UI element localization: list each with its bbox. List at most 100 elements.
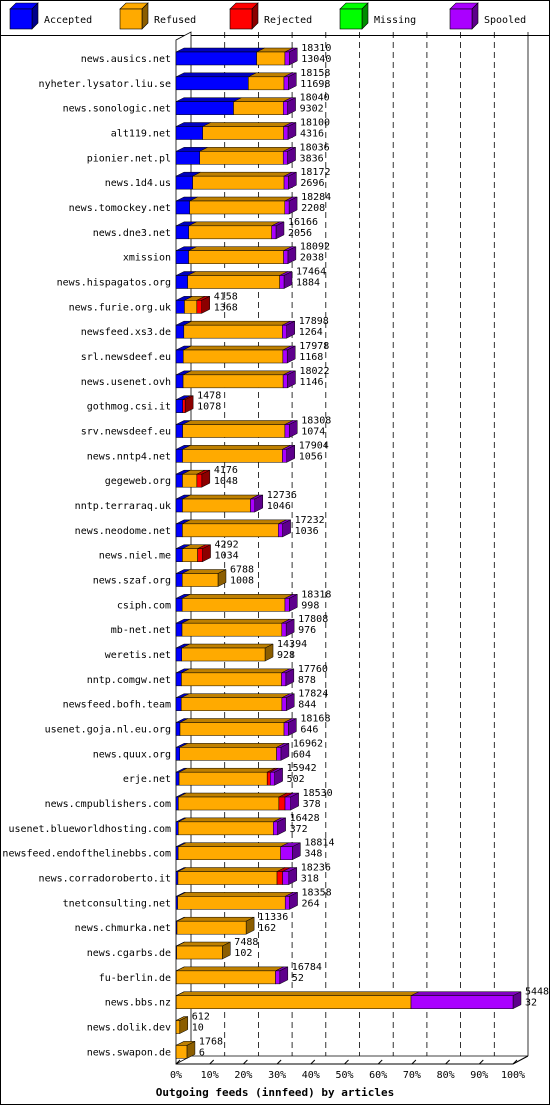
bar-segment-refused (177, 896, 286, 910)
bar-segment-spooled (280, 846, 293, 860)
bar-segment-accepted (175, 126, 203, 140)
bar-top-refused (178, 817, 282, 823)
bar-segment-refused (256, 51, 286, 66)
bar-segment-refused (182, 498, 251, 513)
x-axis: 0% 10% 20% 30% 40% 50% 60% 70% 80% 90% 100% (170, 1059, 525, 1081)
host-label: gegeweb.org (105, 476, 171, 487)
accepted-label: 52 (292, 973, 304, 984)
bar-segment-spooled (283, 76, 289, 91)
total-label: 18236 (301, 863, 331, 874)
bar-segment-accepted (175, 771, 180, 786)
accepted-label: 13040 (301, 54, 331, 65)
bar-segment-refused (199, 151, 284, 165)
bar-top-refused (177, 867, 286, 872)
bar-segment-spooled (284, 51, 290, 66)
bar-segment-refused (189, 200, 286, 215)
bar-top-accepted (175, 97, 242, 102)
bar-segment-spooled (277, 523, 283, 538)
bar-top-refused (188, 246, 292, 251)
total-label: 17824 (298, 689, 328, 700)
total-label: 18022 (299, 366, 329, 377)
bar-top-refused (189, 196, 293, 202)
total-label: 17904 (299, 440, 329, 451)
total-label: 54488 (525, 987, 550, 998)
accepted-label: 11698 (300, 79, 330, 90)
bar-segment-accepted (175, 300, 185, 314)
total-label: 18172 (300, 167, 330, 178)
bar-top-refused (176, 941, 231, 947)
host-label: news.szaf.org (93, 576, 171, 587)
bar-segment-spooled (279, 275, 285, 289)
total-label: 17760 (298, 664, 328, 675)
x-tick-label: 10% (201, 1070, 219, 1081)
accepted-label: 2056 (288, 228, 312, 239)
bar-segment-rejected (278, 796, 286, 811)
bar-top-refused (202, 122, 292, 127)
host-label: fu-berlin.de (99, 973, 171, 984)
bar-segment-refused (181, 647, 266, 662)
bar-segment-spooled (282, 349, 288, 364)
bar-segment-spooled (270, 771, 275, 786)
x-tick-label: 70% (403, 1070, 421, 1081)
bar-segment-refused (183, 324, 283, 339)
bar-segment-accepted (175, 374, 184, 389)
accepted-label: 1368 (214, 302, 238, 313)
bar-segment-refused (188, 225, 272, 240)
bar-segment-spooled (284, 200, 290, 215)
bar-segment-refused (177, 871, 278, 885)
bar-segment-spooled (284, 796, 291, 811)
accepted-label: 1036 (295, 526, 319, 537)
bar-segment-refused (178, 796, 280, 811)
bar-segment-accepted (175, 697, 182, 711)
accepted-label: 1034 (215, 551, 239, 562)
bar-segment-accepted (175, 846, 179, 860)
legend-label: Missing (374, 15, 416, 26)
accepted-label: 1264 (299, 327, 323, 338)
bar-segment-accepted (175, 275, 188, 289)
x-tick (175, 1059, 181, 1065)
bar-segment-refused (176, 970, 276, 985)
bar-segment-spooled (250, 498, 256, 513)
total-label: 4292 (215, 540, 239, 551)
bar-segment-spooled (284, 896, 290, 910)
legend-swatch (229, 8, 253, 30)
bar-segment-rejected (266, 771, 271, 786)
host-label: weretis.net (105, 650, 171, 661)
total-label: 1768 (199, 1036, 223, 1047)
bar-segment-spooled (284, 424, 290, 438)
bar-segment-spooled (283, 126, 289, 140)
host-label: tnetconsulting.net (63, 898, 171, 909)
bar-top-refused (181, 668, 290, 674)
bar-segment-accepted (175, 449, 183, 463)
bar-segment-rejected (196, 473, 203, 488)
accepted-label: 348 (304, 849, 322, 860)
bar-segment-spooled (282, 374, 288, 389)
x-tick-label: 80% (437, 1070, 455, 1081)
bar-segment-refused (192, 175, 285, 190)
host-label: usenet.goja.nl.eu.org (45, 725, 171, 736)
host-label: news.quux.org (93, 749, 171, 760)
bar-top-refused (182, 494, 259, 500)
total-label: 14394 (277, 639, 307, 650)
total-label: 18530 (303, 788, 333, 799)
total-label: 15942 (287, 763, 317, 774)
host-label: news.1d4.us (105, 178, 171, 189)
bar-segment-refused (181, 672, 282, 687)
accepted-label: 4316 (300, 129, 324, 140)
host-label: news.ausics.net (81, 54, 171, 65)
x-tick (209, 1059, 215, 1065)
total-label: 16428 (290, 813, 320, 824)
total-label: 18168 (300, 714, 330, 725)
bar-top-refused (192, 171, 293, 177)
